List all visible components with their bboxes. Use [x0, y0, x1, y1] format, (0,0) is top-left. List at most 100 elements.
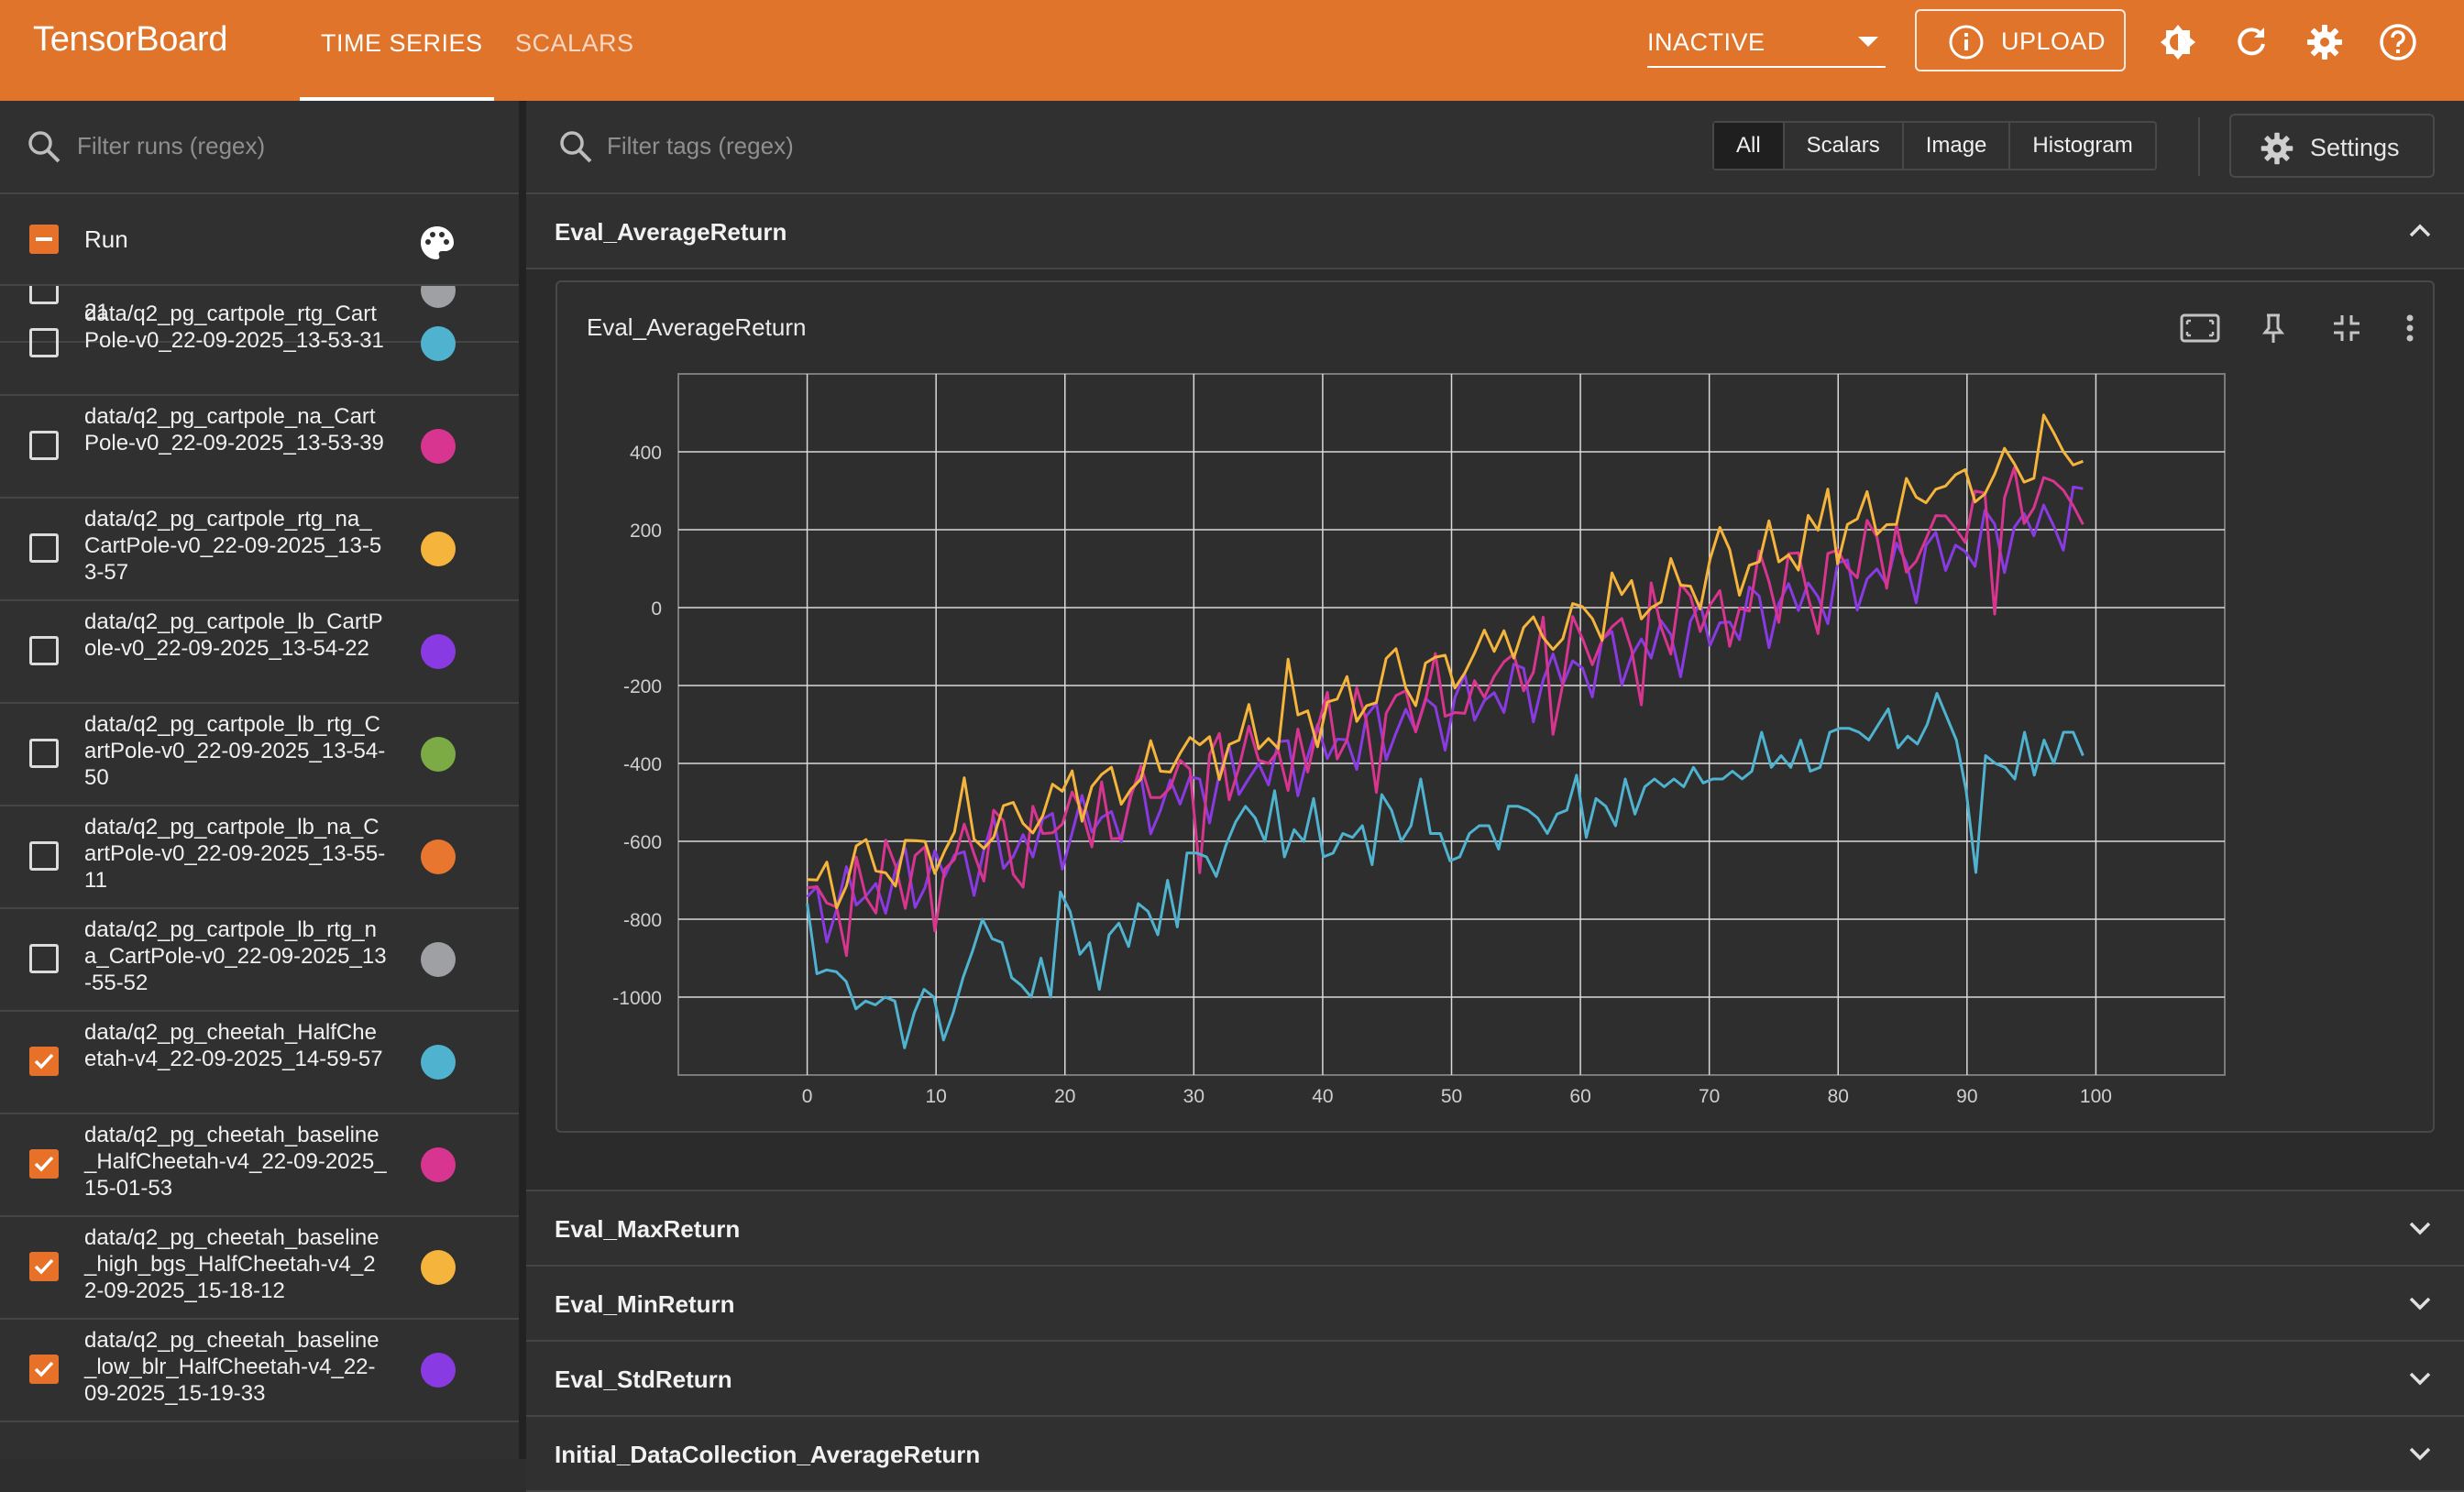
runs-panel: Filter runs (regex) Run 21 data/q2_pg_car… — [0, 101, 519, 1459]
run-row[interactable]: data/q2_pg_cheetah_HalfCheetah-v4_22-09-… — [0, 1010, 519, 1114]
run-checkbox[interactable] — [29, 636, 59, 665]
run-row[interactable]: data/q2_pg_cartpole_lb_CartPole-v0_22-09… — [0, 599, 519, 704]
run-checkbox[interactable] — [29, 1149, 59, 1179]
run-name: data/q2_pg_cheetah_HalfCheetah-v4_22-09-… — [84, 1020, 383, 1071]
run-color-swatch[interactable] — [421, 532, 456, 566]
run-color-swatch[interactable] — [421, 1250, 456, 1285]
main-dashboard: Filter tags (regex) All Scalars Image Hi… — [526, 101, 2464, 1492]
x-tick-label: 40 — [1312, 1086, 1333, 1107]
collapse-card-icon[interactable] — [2328, 310, 2365, 346]
filter-image-button[interactable]: Image — [1904, 123, 2011, 169]
run-checkbox[interactable] — [29, 328, 59, 357]
run-color-swatch[interactable] — [421, 1045, 456, 1080]
select-all-checkbox[interactable] — [29, 225, 59, 254]
settings-gear-icon[interactable] — [2304, 22, 2345, 62]
run-checkbox[interactable] — [29, 944, 59, 973]
run-color-swatch[interactable] — [421, 326, 456, 361]
run-row[interactable]: data/q2_pg_cheetah_baseline_low_blr_Half… — [0, 1318, 519, 1422]
run-color-swatch[interactable] — [421, 942, 456, 977]
group-title: Eval_StdReturn — [555, 1366, 732, 1393]
run-checkbox[interactable] — [29, 1252, 59, 1281]
upload-button[interactable]: UPLOAD — [1915, 9, 2126, 71]
y-tick-label: -600 — [623, 832, 662, 853]
y-tick-label: 0 — [651, 598, 662, 620]
checkmark-icon — [34, 1361, 54, 1377]
tab-time-series[interactable]: TIME SERIES — [321, 29, 483, 57]
group-title: Eval_MaxReturn — [555, 1215, 741, 1243]
run-name: data/q2_pg_cheetah_baseline_low_blr_Half… — [84, 1328, 380, 1406]
panel-divider[interactable] — [519, 101, 526, 1459]
fit-domain-icon[interactable] — [2178, 310, 2222, 346]
run-row[interactable]: data/q2_pg_cartpole_na_CartPole-v0_22-09… — [0, 394, 519, 499]
tab-scalars[interactable]: SCALARS — [515, 29, 634, 57]
run-name: data/q2_pg_cartpole_rtg_CartPole-v0_22-0… — [84, 302, 384, 353]
chevron-up-icon[interactable] — [2405, 216, 2435, 246]
chevron-down-icon[interactable] — [2405, 1213, 2435, 1243]
run-row[interactable]: data/q2_pg_cartpole_lb_rtg_CartPole-v0_2… — [0, 702, 519, 806]
theme-toggle-icon[interactable] — [2158, 22, 2198, 62]
group-header-eval-averagereturn[interactable]: Eval_AverageReturn — [526, 194, 2464, 269]
chevron-down-icon[interactable] — [2405, 1289, 2435, 1318]
run-color-swatch[interactable] — [421, 839, 456, 874]
x-tick-label: 100 — [2080, 1086, 2112, 1107]
run-row-partial[interactable]: 21 — [0, 286, 519, 343]
x-tick-label: 20 — [1054, 1086, 1075, 1107]
run-checkbox[interactable] — [29, 1355, 59, 1384]
run-row[interactable]: data/q2_pg_cartpole_rtg_CartPole-v0_22-0… — [0, 291, 519, 396]
x-tick-label: 70 — [1699, 1086, 1720, 1107]
run-color-swatch[interactable] — [421, 429, 456, 464]
settings-button[interactable]: Settings — [2229, 114, 2435, 178]
run-color-swatch[interactable] — [421, 634, 456, 669]
run-checkbox[interactable] — [29, 739, 59, 768]
run-checkbox[interactable] — [29, 841, 59, 871]
x-tick-label: 90 — [1956, 1086, 1977, 1107]
group-header-initial-datacollection[interactable]: Initial_DataCollection_AverageReturn — [526, 1417, 2464, 1492]
run-color-swatch[interactable] — [421, 1147, 456, 1182]
run-row[interactable]: data/q2_pg_cartpole_lb_na_CartPole-v0_22… — [0, 805, 519, 909]
filter-scalars-button[interactable]: Scalars — [1785, 123, 1904, 169]
run-name: data/q2_pg_cartpole_lb_na_CartPole-v0_22… — [84, 815, 386, 893]
run-row[interactable]: data/q2_pg_cartpole_lb_rtg_na_CartPole-v… — [0, 907, 519, 1012]
chevron-down-icon[interactable] — [2405, 1364, 2435, 1393]
run-filter-bar[interactable]: Filter runs (regex) — [0, 101, 519, 194]
chevron-down-icon[interactable] — [2405, 1439, 2435, 1468]
help-icon[interactable] — [2378, 22, 2418, 62]
app-brand[interactable]: TensorBoard — [33, 20, 228, 59]
group-header-eval-maxreturn[interactable]: Eval_MaxReturn — [526, 1190, 2464, 1267]
y-tick-label: -800 — [623, 910, 662, 931]
run-row[interactable]: data/q2_pg_cheetah_baseline_high_bgs_Hal… — [0, 1215, 519, 1320]
y-tick-label: -400 — [623, 754, 662, 775]
group-header-eval-minreturn[interactable]: Eval_MinReturn — [526, 1267, 2464, 1342]
info-icon — [1949, 25, 1984, 60]
dropdown-arrow-icon — [1858, 37, 1878, 47]
run-list: 21 data/q2_pg_cartpole_rtg_CartPole-v0_22… — [0, 286, 519, 1459]
run-row[interactable]: data/q2_pg_cartpole_rtg_na_CartPole-v0_2… — [0, 497, 519, 601]
run-checkbox[interactable] — [29, 431, 59, 460]
x-tick-label: 10 — [925, 1086, 946, 1107]
filter-histogram-button[interactable]: Histogram — [2032, 133, 2133, 158]
tag-filter-input[interactable]: Filter tags (regex) — [607, 132, 794, 159]
series-line-0 — [806, 692, 2084, 1049]
run-checkbox[interactable] — [29, 1047, 59, 1076]
scalar-card: Eval_AverageReturn 0 10 20 30 40 50 60 70 80 90 10… — [556, 280, 2435, 1133]
palette-icon[interactable] — [418, 224, 456, 262]
checkmark-icon — [34, 1053, 54, 1070]
more-menu-icon[interactable] — [2396, 310, 2424, 346]
type-filter-group: All Scalars Image Histogram — [1712, 121, 2157, 170]
run-color-swatch[interactable] — [421, 737, 456, 772]
refresh-icon[interactable] — [2231, 22, 2272, 62]
run-name: 21 — [84, 300, 109, 324]
run-name: data/q2_pg_cartpole_lb_rtg_CartPole-v0_2… — [84, 712, 386, 790]
run-checkbox[interactable] — [29, 286, 59, 304]
run-color-swatch[interactable] — [421, 1353, 456, 1388]
plugin-select-dropdown[interactable]: INACTIVE — [1647, 26, 1886, 68]
upload-label: UPLOAD — [2001, 27, 2106, 55]
filter-all-button[interactable]: All — [1714, 123, 1785, 169]
line-chart[interactable]: 0 10 20 30 40 50 60 70 80 90 100 -1000 -800 -600 -400 -… — [557, 282, 2433, 1131]
pin-icon[interactable] — [2255, 310, 2292, 346]
run-row[interactable]: data/q2_pg_cheetah_baseline_HalfCheetah-… — [0, 1113, 519, 1217]
run-checkbox[interactable] — [29, 533, 59, 563]
group-header-eval-stdreturn[interactable]: Eval_StdReturn — [526, 1342, 2464, 1417]
gear-icon — [2260, 132, 2294, 165]
search-icon — [560, 131, 592, 163]
